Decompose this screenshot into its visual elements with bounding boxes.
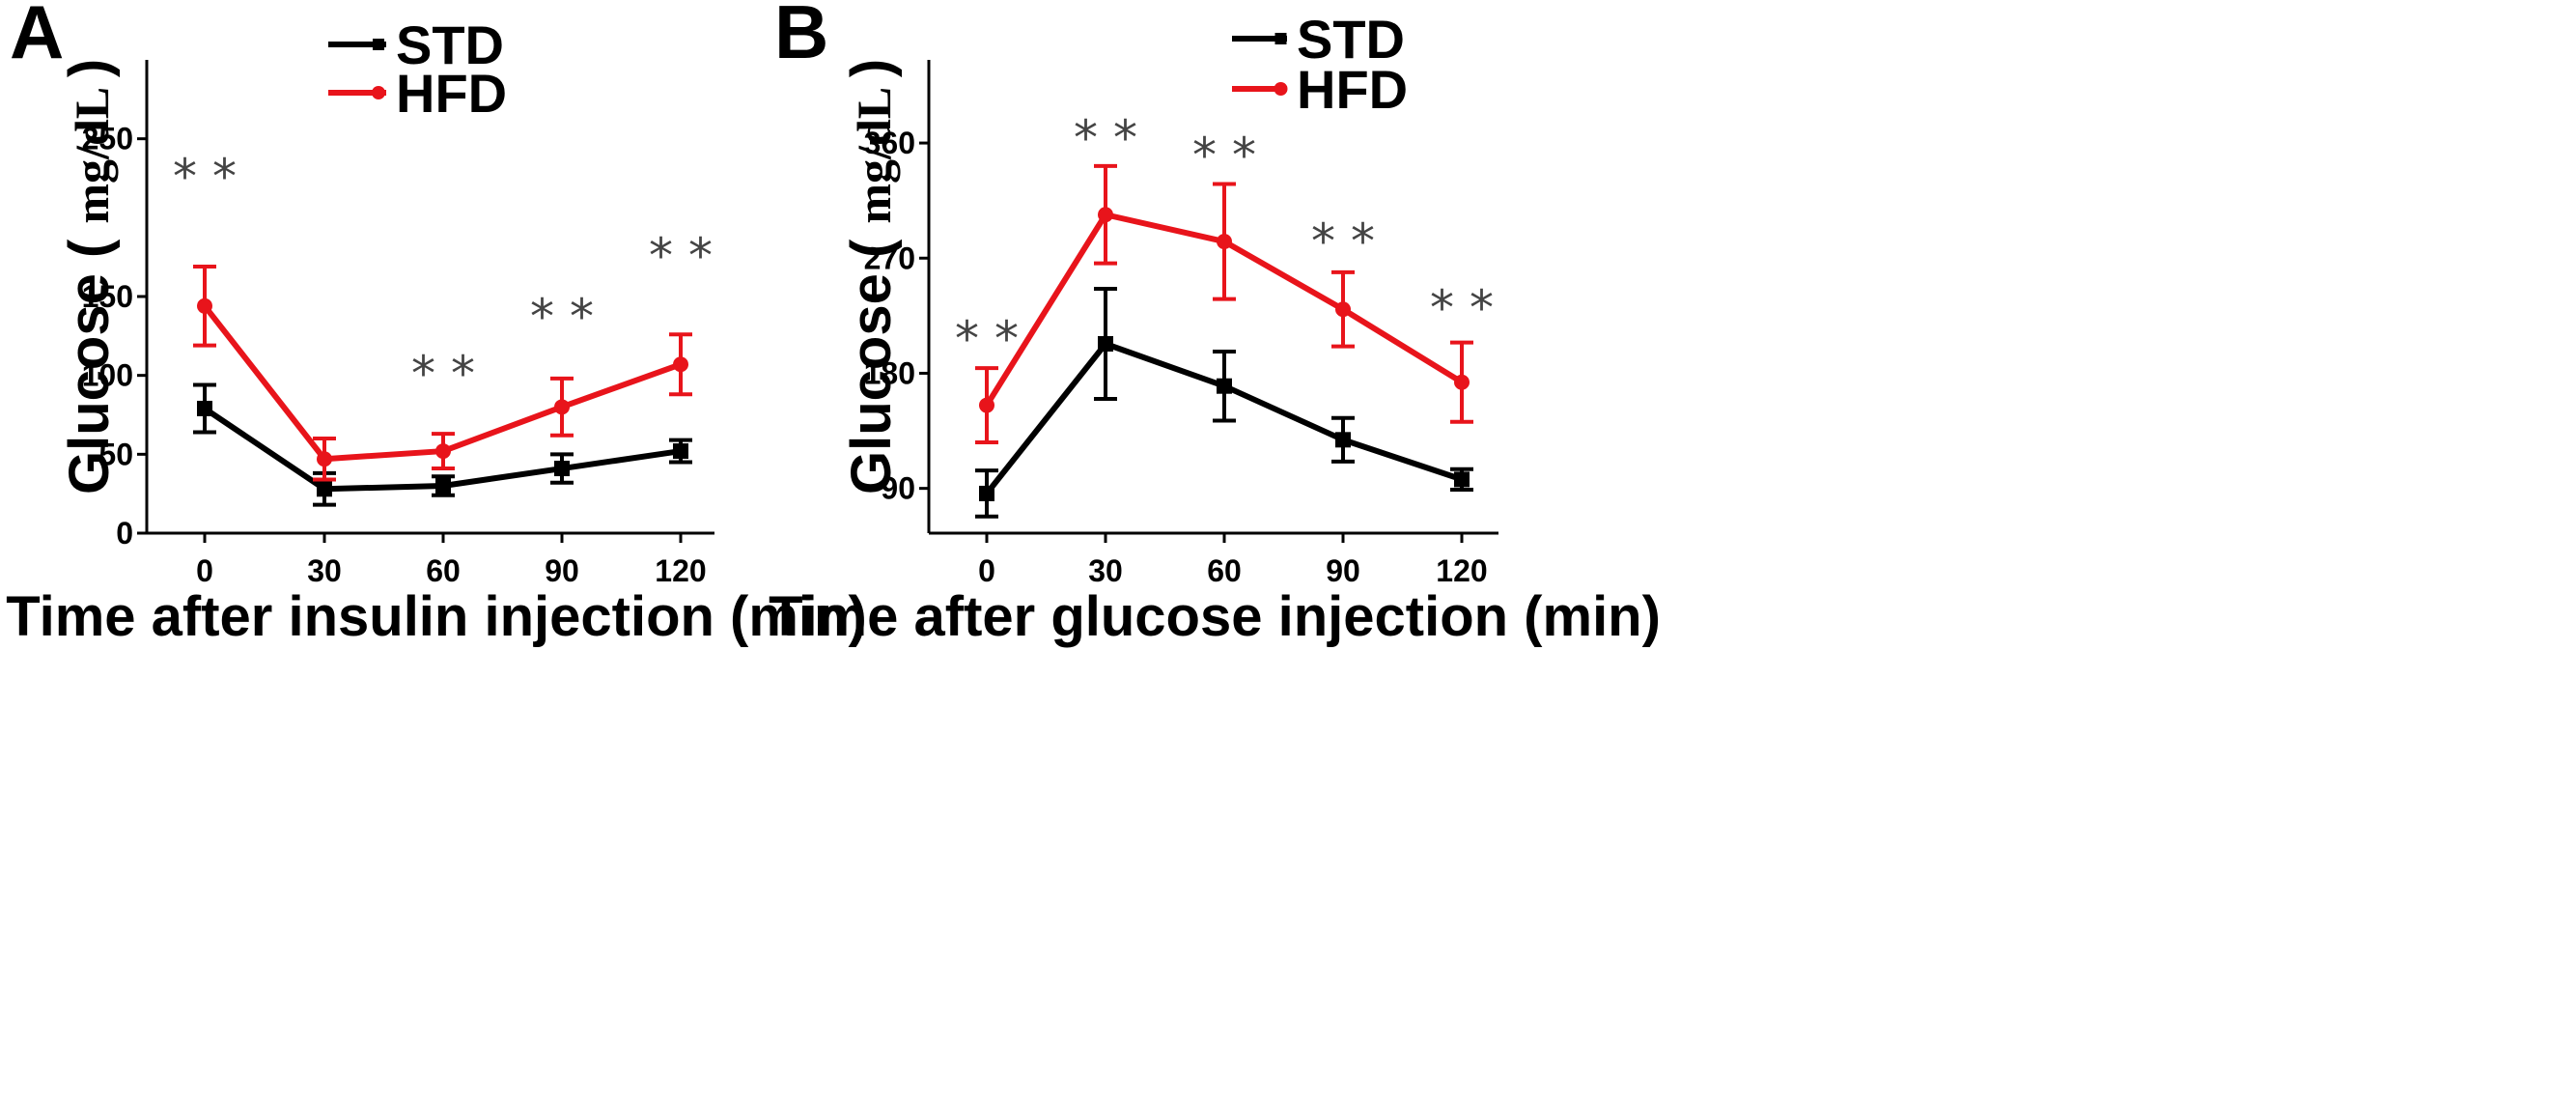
data-point xyxy=(673,356,688,373)
x-tick-label: 60 xyxy=(426,553,461,588)
x-tick-label: 90 xyxy=(545,553,579,588)
legend-item-std: STD xyxy=(1232,9,1405,70)
x-axis-label: Time after insulin injection (min) xyxy=(6,585,867,648)
legend-item-hfd: HFD xyxy=(1232,59,1408,120)
legend-label: HFD xyxy=(1297,59,1408,120)
panel-label: B xyxy=(774,0,828,74)
y-tick-label: 360 xyxy=(864,126,915,160)
y-tick-label: 100 xyxy=(82,358,133,393)
x-tick-label: 0 xyxy=(978,553,995,588)
significance-marker: * * xyxy=(955,311,1019,367)
data-point xyxy=(1335,432,1351,448)
legend-marker xyxy=(373,39,384,50)
data-point xyxy=(554,399,570,415)
series-std xyxy=(193,382,692,507)
data-point xyxy=(197,400,212,416)
data-point xyxy=(1217,234,1232,250)
panel-label: A xyxy=(10,0,64,74)
x-tick-label: 30 xyxy=(1088,553,1123,588)
data-point xyxy=(317,481,332,497)
data-point xyxy=(435,478,451,494)
y-tick-label: 50 xyxy=(98,437,133,471)
y-tick-label: 270 xyxy=(864,240,915,275)
significance-marker: * * xyxy=(1192,127,1256,184)
y-tick-label: 150 xyxy=(82,279,133,314)
significance-marker: * * xyxy=(530,289,594,345)
significance-marker: * * xyxy=(1430,280,1494,336)
significance-marker: * * xyxy=(1074,110,1137,166)
y-tick-label: 180 xyxy=(864,355,915,390)
data-point xyxy=(979,397,994,413)
series-std xyxy=(975,287,1473,519)
y-tick-label: 0 xyxy=(116,516,133,551)
y-axis-label: Glucose ( mg/dL ) xyxy=(840,59,903,495)
y-tick-label: 90 xyxy=(881,471,915,506)
x-tick-label: 30 xyxy=(307,553,342,588)
x-tick-label: 90 xyxy=(1326,553,1360,588)
series-hfd xyxy=(975,163,1473,444)
legend-label: HFD xyxy=(396,63,507,124)
data-point xyxy=(1217,378,1232,394)
data-point xyxy=(317,451,332,467)
data-point xyxy=(1098,336,1113,352)
data-point xyxy=(673,443,688,460)
x-tick-label: 60 xyxy=(1207,553,1242,588)
series-hfd xyxy=(193,264,692,482)
data-point xyxy=(1098,207,1113,223)
significance-marker: * * xyxy=(1311,213,1375,269)
legend-item-hfd: HFD xyxy=(328,63,507,124)
x-tick-label: 0 xyxy=(196,553,213,588)
x-tick-label: 120 xyxy=(655,553,706,588)
y-tick-label: 250 xyxy=(82,122,133,156)
legend-marker xyxy=(372,86,385,99)
data-point xyxy=(1335,301,1351,318)
x-axis-label: Time after glucose injection (min) xyxy=(769,585,1661,648)
x-tick-label: 120 xyxy=(1436,553,1487,588)
legend-label: STD xyxy=(396,14,504,75)
legend-marker xyxy=(1274,33,1287,44)
legend-marker xyxy=(1274,82,1288,96)
significance-marker: * * xyxy=(649,228,713,284)
legend-item-std: STD xyxy=(328,14,504,75)
data-point xyxy=(435,443,451,460)
data-point xyxy=(1454,471,1470,488)
legend-label: STD xyxy=(1297,9,1405,70)
data-point xyxy=(1454,374,1470,390)
data-point xyxy=(554,461,570,477)
significance-marker: * * xyxy=(173,149,237,205)
significance-marker: * * xyxy=(411,346,475,402)
y-axis-label: Glucose ( mg/dL ) xyxy=(58,59,121,495)
data-point xyxy=(979,485,994,501)
data-point xyxy=(197,297,212,314)
